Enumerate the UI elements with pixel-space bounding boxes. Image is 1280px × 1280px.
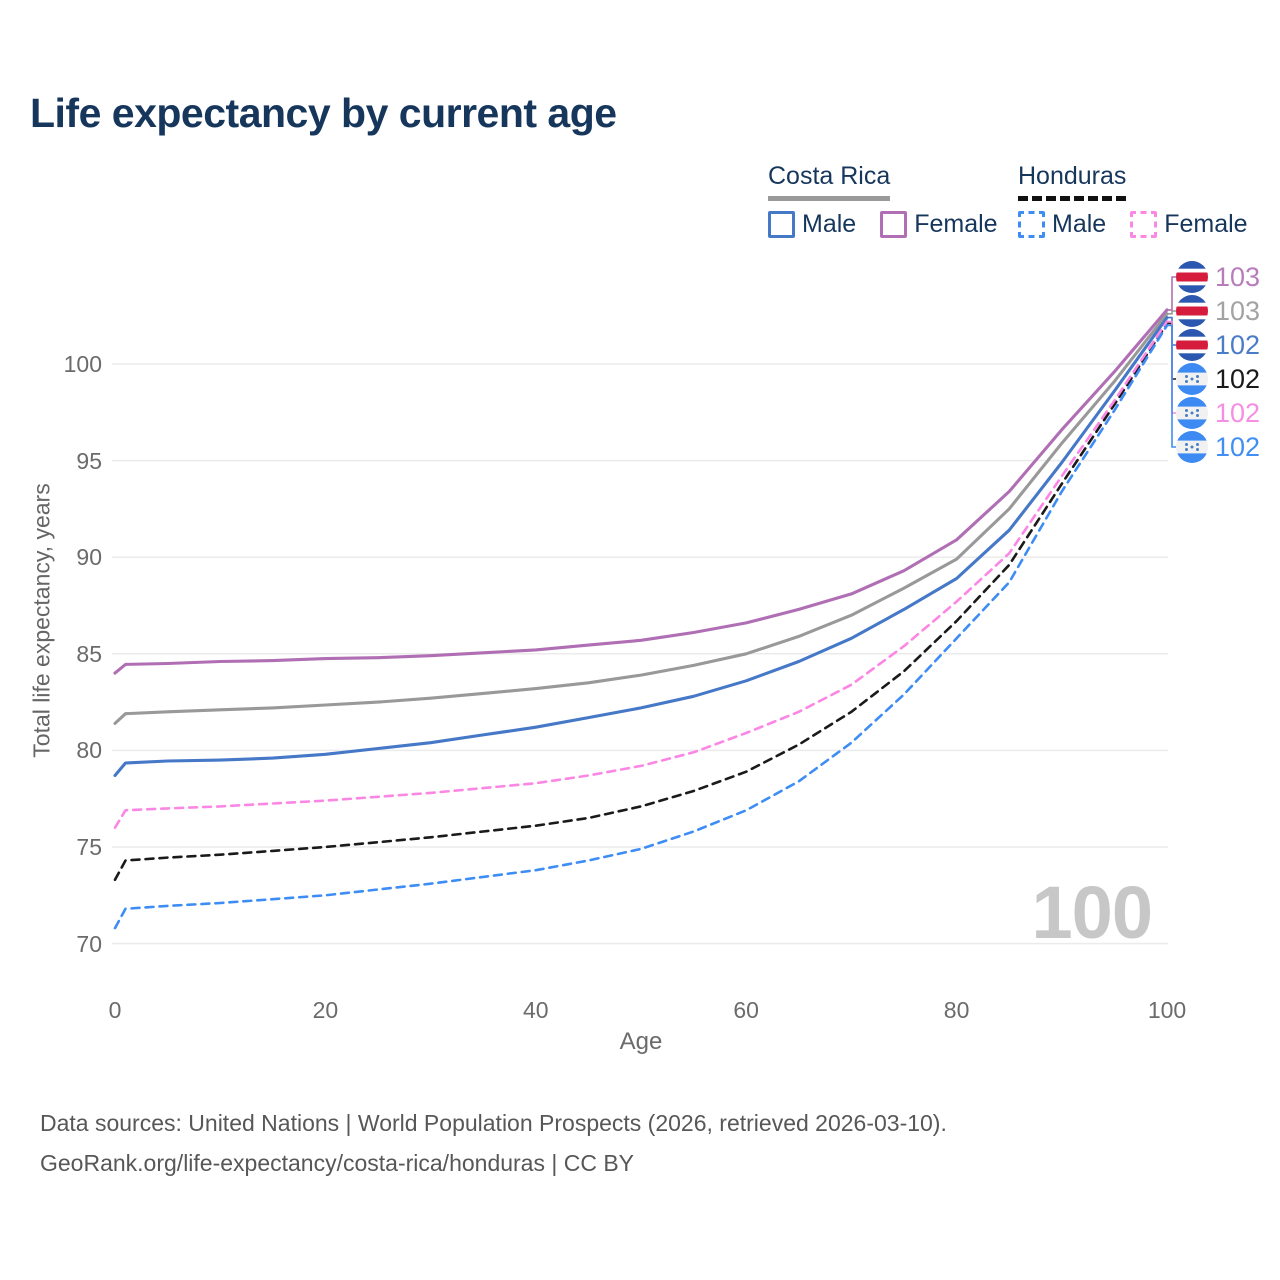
end-connector-honduras-male [1167,324,1176,448]
end-label-row-costa-rica-female: 103 [1176,261,1260,293]
legend-item-costa-rica-male[interactable]: Male [768,210,856,239]
costa-rica-flag-icon [1176,295,1208,327]
end-label-row-honduras-female: 102 [1176,397,1260,429]
honduras-flag-icon [1176,431,1208,463]
legend-header-costa-rica[interactable]: Costa Rica [768,162,891,201]
y-tick-100: 100 [63,351,102,377]
legend-items-costa-rica: Male Female [768,210,998,239]
costa-rica-flag-icon [1176,329,1208,361]
honduras-flag-icon [1176,363,1208,395]
y-tick-70: 70 [76,930,102,957]
x-tick-100: 100 [1147,997,1187,1023]
legend-item-honduras-male[interactable]: Male [1018,210,1106,239]
footer-data-sources: Data sources: United Nations | World Pop… [40,1110,947,1136]
end-connector-costa-rica-female [1167,276,1176,311]
legend-item-honduras-female[interactable]: Female [1130,210,1248,239]
chart-line-honduras-male [113,324,1169,930]
chart-line-costa-rica-female [113,308,1169,675]
legend-label-honduras-male: Male [1052,210,1107,238]
legend-item-costa-rica-female[interactable]: Female [880,210,998,239]
legend-items-honduras: Male Female [1018,210,1248,239]
legend-swatch-costa-rica-female-icon [880,211,908,238]
page-title: Life expectancy by current age [30,90,617,136]
costa-rica-flag-icon [1176,261,1208,293]
x-tick-80: 80 [943,997,970,1023]
legend-swatch-honduras-male-icon [1018,211,1045,238]
honduras-flag-icon [1176,397,1208,429]
y-tick-95: 95 [76,447,102,474]
end-value-costa-rica: 103 [1215,296,1261,326]
end-label-row-honduras: 102 [1176,363,1260,395]
x-tick-0: 0 [108,997,122,1023]
legend-group-costa-rica: Costa Rica Male Female [768,162,998,239]
chart-line-honduras [113,322,1169,882]
legend-label-costa-rica-male: Male [802,210,857,238]
end-label-row-costa-rica: 103 [1176,295,1260,327]
footer-attribution: GeoRank.org/life-expectancy/costa-rica/h… [40,1150,635,1176]
end-connector-costa-rica [1167,310,1176,315]
age-watermark: 100 [1031,871,1153,954]
x-tick-60: 60 [733,997,759,1023]
end-value-honduras-female: 102 [1215,398,1261,428]
y-tick-90: 90 [76,544,102,571]
y-axis-title: Total life expectancy, years [28,483,55,758]
end-value-honduras-male: 102 [1215,432,1261,462]
end-value-costa-rica-male: 102 [1215,330,1261,360]
legend-swatch-honduras-female-icon [1130,211,1158,238]
legend-swatch-costa-rica-male-icon [768,211,795,238]
legend-label-honduras-female: Female [1164,210,1248,238]
y-tick-75: 75 [76,834,102,860]
legend-header-honduras[interactable]: Honduras [1018,162,1127,201]
x-tick-40: 40 [523,997,549,1023]
end-label-row-costa-rica-male: 102 [1176,329,1260,361]
chart-line-costa-rica [113,312,1169,725]
end-label-row-honduras-male: 102 [1176,431,1260,463]
legend-label-costa-rica-female: Female [914,210,998,238]
x-tick-20: 20 [312,997,339,1023]
x-axis-title: Age [619,1028,663,1055]
legend-group-honduras: Honduras Male Female [1018,162,1248,239]
chart-line-honduras-female [113,320,1169,830]
chart-line-costa-rica-male [113,316,1169,778]
y-tick-80: 80 [76,737,102,764]
line-chart [112,276,1176,945]
end-value-honduras: 102 [1215,364,1261,394]
end-value-costa-rica-female: 103 [1215,262,1261,292]
y-tick-85: 85 [76,640,102,667]
